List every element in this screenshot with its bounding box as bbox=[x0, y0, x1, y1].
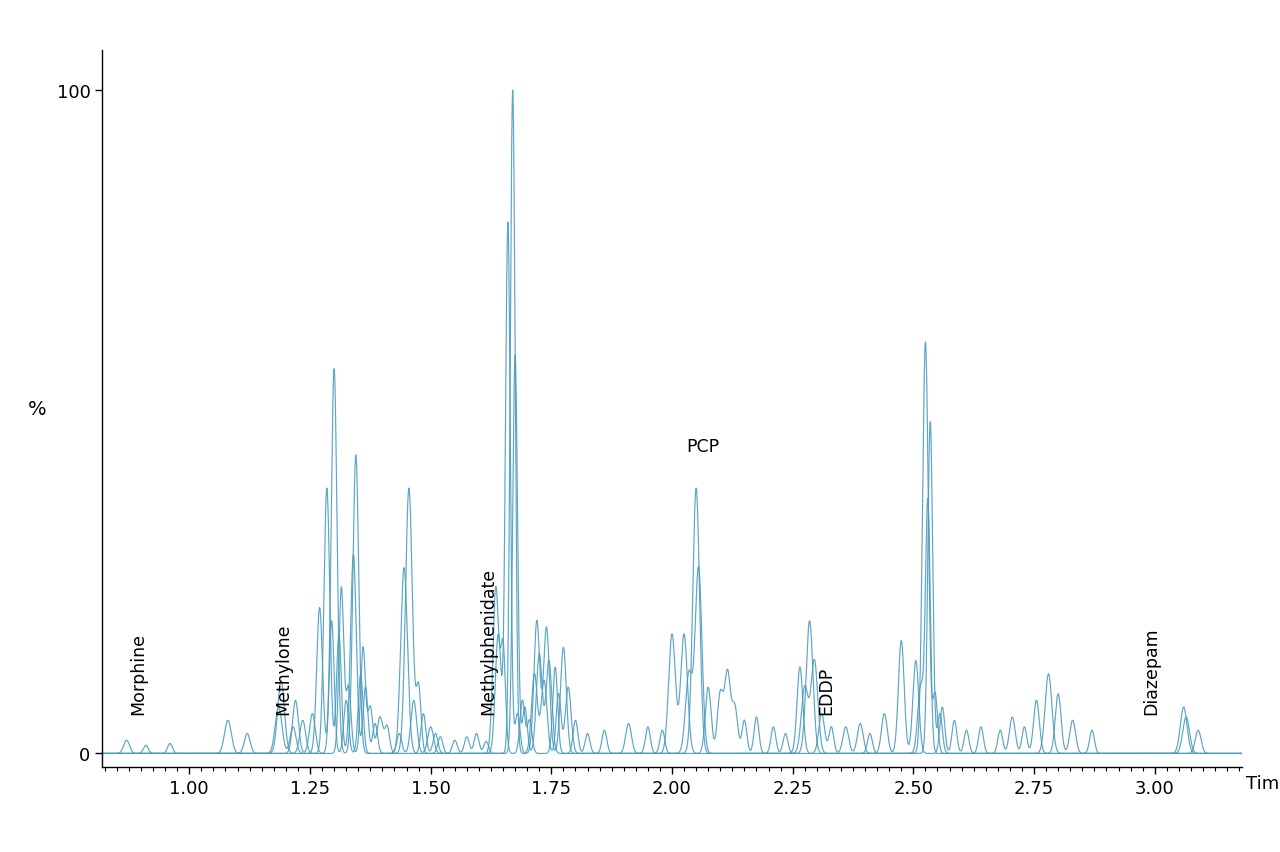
Text: Diazepam: Diazepam bbox=[1143, 626, 1161, 714]
Text: Methylphenidate: Methylphenidate bbox=[479, 567, 497, 714]
Text: Time: Time bbox=[1247, 774, 1280, 792]
Y-axis label: %: % bbox=[28, 400, 46, 418]
Text: PCP: PCP bbox=[686, 437, 719, 455]
Text: Methylone: Methylone bbox=[274, 623, 292, 714]
Text: EDDP: EDDP bbox=[817, 665, 835, 714]
Text: Morphine: Morphine bbox=[129, 632, 147, 714]
